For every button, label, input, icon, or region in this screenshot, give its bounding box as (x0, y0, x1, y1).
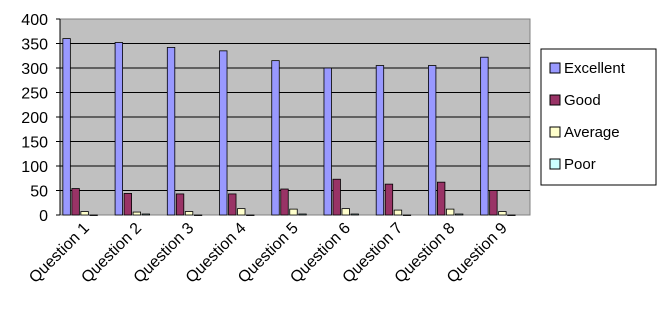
bar-good-3 (175, 193, 185, 216)
y-tick-label: 400 (21, 12, 48, 29)
bar-poor-5 (298, 213, 307, 216)
bar-good-5 (280, 188, 289, 216)
y-tick-label: 250 (21, 86, 48, 103)
bar-good-2 (123, 193, 132, 216)
y-axis-ticks: 0 50 100 150 200 250 300 350 400 (21, 12, 61, 225)
y-tick-label: 350 (21, 37, 48, 54)
legend-label-excellent: Excellent (564, 60, 626, 77)
bar-good-4 (228, 193, 237, 216)
bar-poor-1 (89, 214, 98, 216)
bar-good-1 (71, 188, 80, 216)
bar-poor-2 (141, 213, 150, 216)
bar-good-7 (384, 183, 394, 216)
bar-excellent-8 (428, 65, 437, 216)
bars (62, 38, 516, 216)
bar-excellent-2 (114, 42, 123, 216)
bar-excellent-6 (323, 67, 332, 216)
y-tick-label: 50 (30, 184, 48, 201)
y-tick-label: 300 (21, 61, 48, 78)
legend-label-good: Good (564, 92, 601, 109)
bar-average-7 (393, 209, 403, 216)
bar-average-1 (80, 211, 89, 216)
bar-average-6 (341, 208, 350, 216)
bar-average-8 (446, 208, 455, 216)
y-tick-label: 200 (21, 110, 48, 127)
legend-label-poor: Poor (564, 156, 596, 173)
bar-excellent-4 (219, 50, 228, 216)
legend-swatch-excellent (549, 62, 561, 74)
y-tick-label: 0 (39, 208, 48, 225)
bar-poor-3 (193, 214, 203, 216)
bar-average-5 (289, 208, 298, 216)
legend-label-average: Average (564, 124, 620, 141)
bar-excellent-9 (480, 56, 489, 216)
legend-swatch-good (549, 94, 561, 106)
bar-excellent-1 (62, 38, 71, 216)
bar-poor-7 (402, 214, 412, 216)
y-tick-label: 150 (21, 135, 48, 152)
bar-good-6 (332, 178, 341, 216)
bar-excellent-5 (271, 60, 280, 216)
y-tick-label: 100 (21, 159, 48, 176)
bar-poor-6 (350, 213, 359, 216)
bar-poor-4 (246, 214, 255, 216)
bar-poor-9 (507, 214, 516, 216)
legend-swatch-poor (549, 158, 561, 170)
legend: Excellent Good Average Poor (540, 48, 657, 186)
bar-good-9 (489, 190, 498, 216)
bar-good-8 (437, 181, 446, 216)
bar-average-2 (132, 211, 141, 216)
bar-average-3 (184, 211, 194, 216)
bar-average-4 (237, 208, 246, 216)
bar-excellent-3 (166, 47, 176, 216)
bar-average-9 (498, 211, 507, 216)
bar-excellent-7 (375, 65, 385, 216)
bar-poor-8 (455, 213, 464, 216)
legend-swatch-average (549, 126, 561, 138)
gridlines (60, 43, 530, 191)
